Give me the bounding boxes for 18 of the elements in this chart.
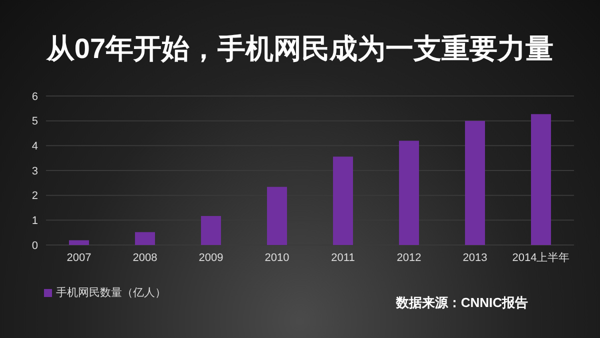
legend-label: 手机网民数量（亿人）: [56, 287, 166, 299]
chart-title: 从07年开始，手机网民成为一支重要力量: [45, 32, 555, 66]
y-tick-label: 5: [32, 116, 38, 128]
y-tick-label: 1: [32, 215, 38, 228]
y-tick-label: 3: [32, 165, 38, 178]
x-tick-label: 2012: [396, 252, 422, 264]
x-tick-label: 2008: [132, 252, 158, 264]
y-tick-label: 0: [32, 240, 38, 252]
x-tick-label: 2010: [264, 252, 290, 264]
y-tick-label: 2: [32, 190, 38, 202]
x-tick-label: 2007: [66, 252, 92, 264]
y-tick-label: 4: [32, 140, 38, 153]
x-tick-label: 2014上半年: [512, 250, 570, 264]
source-note: 数据来源：CNNIC报告: [396, 294, 528, 312]
x-tick-label: 2009: [198, 252, 224, 264]
y-tick-label: 6: [32, 90, 38, 103]
x-tick-label: 2011: [331, 252, 355, 264]
x-tick-label: 2013: [462, 252, 488, 264]
